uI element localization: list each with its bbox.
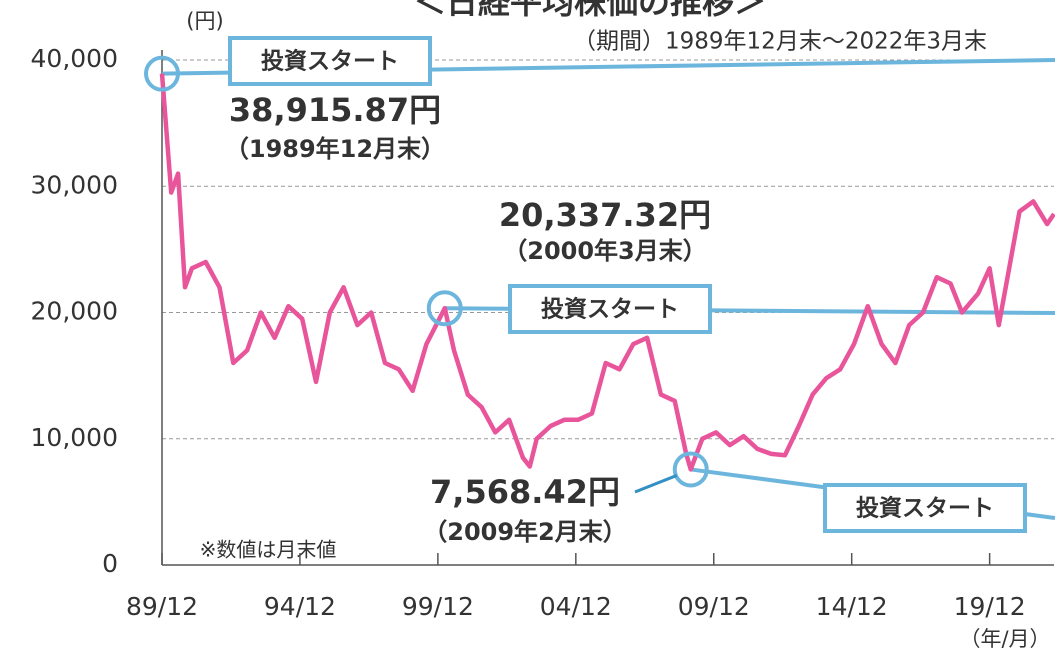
anchor-circle (144, 55, 180, 92)
connector (634, 474, 678, 494)
note: ※数値は月末値 (200, 538, 337, 562)
start-box (228, 36, 432, 86)
y-tick-label: 0 (102, 549, 118, 578)
x-tick-label: 94/12 (264, 592, 336, 621)
x-tick-label: 89/12 (126, 592, 198, 621)
start-label: 投資スタート (541, 296, 679, 323)
anchor-circle (672, 451, 709, 488)
start-box (508, 284, 712, 334)
date-label: （2009年2月末） (423, 518, 627, 546)
y-tick-label: 40,000 (31, 44, 118, 73)
start-box (823, 483, 1027, 533)
value-label: 20,337.32円 (499, 196, 711, 234)
anchor-circle (426, 290, 463, 327)
value-label: 38,915.87円 (229, 91, 441, 129)
data-line (159, 73, 1055, 472)
y-tick-label: 30,000 (31, 170, 118, 199)
chart-subtitle: （期間）1989年12月末～2022年3月末 (573, 29, 987, 55)
start-label: 投資スタート (261, 48, 399, 75)
x-axis-label: （年/月） (959, 627, 1050, 651)
x-tick-label: 19/12 (954, 592, 1026, 621)
x-tick-label: 99/12 (402, 592, 474, 621)
y-axis-label: (円) (186, 9, 223, 33)
y-tick-label: 10,000 (31, 423, 118, 452)
value-label: 7,568.42円 (430, 473, 620, 511)
date-label: （1989年12月末） (225, 135, 445, 163)
x-tick-label: 04/12 (540, 592, 612, 621)
date-label: （2000年3月末） (503, 237, 707, 265)
chart-title: ＜日経平均株価の推移＞ (414, 0, 766, 21)
x-tick-label: 14/12 (816, 592, 888, 621)
x-tick-label: 09/12 (678, 592, 750, 621)
start-label: 投資スタート (856, 495, 994, 522)
y-tick-label: 20,000 (31, 297, 118, 326)
